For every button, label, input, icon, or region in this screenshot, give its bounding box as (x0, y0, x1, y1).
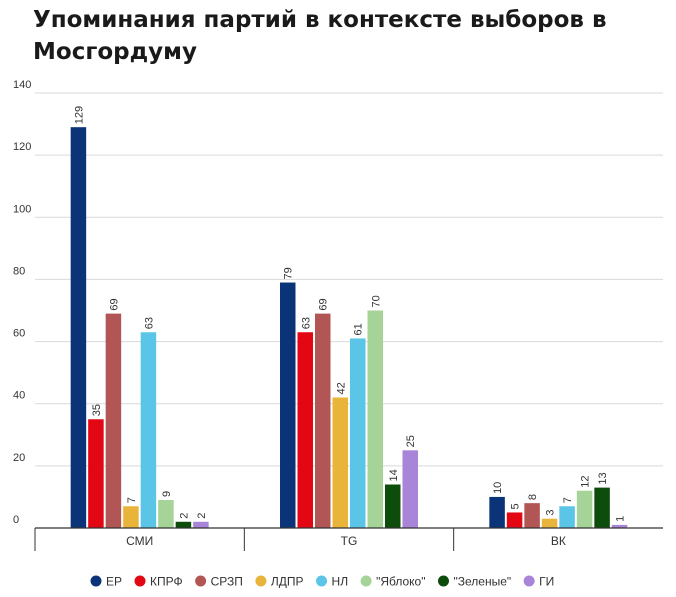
legend-label: НЛ (332, 575, 349, 589)
data-label: 42 (335, 382, 347, 394)
bar (489, 496, 505, 528)
data-label: 63 (300, 317, 312, 329)
data-label: 63 (143, 317, 155, 329)
legend-item: "Зеленые" (437, 575, 511, 589)
legend-item: ГИ (523, 575, 554, 589)
bar (70, 127, 87, 528)
bar (611, 524, 628, 528)
bar (576, 490, 593, 528)
bar (402, 450, 418, 528)
y-tick-label: 60 (13, 328, 25, 340)
legend-marker (195, 575, 207, 587)
y-tick-label: 80 (13, 265, 25, 277)
data-label: 5 (510, 503, 522, 509)
legend-item: СРЗП (195, 575, 243, 589)
bar (332, 397, 348, 528)
legend-label: СРЗП (211, 575, 243, 589)
legend-marker (360, 575, 372, 587)
data-label: 35 (91, 404, 103, 416)
bar (315, 313, 331, 528)
data-label: 61 (353, 323, 365, 335)
data-label: 69 (108, 298, 120, 310)
bar (559, 506, 575, 528)
bar (105, 313, 122, 528)
data-label: 129 (73, 106, 85, 124)
data-label: 9 (161, 491, 173, 497)
data-label: 1 (615, 516, 627, 522)
data-label: 12 (580, 475, 592, 487)
data-label: 7 (126, 497, 138, 503)
bar (175, 521, 192, 528)
legend-label: ЕР (106, 575, 122, 589)
bar (193, 521, 209, 528)
bar (541, 518, 558, 528)
data-label: 3 (545, 510, 557, 516)
x-tick-label: СМИ (126, 534, 153, 548)
data-label: 70 (370, 295, 382, 307)
bar (280, 282, 296, 528)
data-label: 7 (562, 497, 574, 503)
y-tick-label: 120 (13, 141, 31, 153)
bar (367, 310, 383, 528)
data-label: 2 (196, 513, 208, 519)
bars (70, 127, 628, 528)
data-label: 79 (283, 267, 295, 279)
bar (123, 506, 139, 528)
bar (594, 487, 610, 528)
y-tick-label: 20 (13, 452, 25, 464)
bar (140, 332, 157, 528)
data-label: 25 (405, 435, 417, 447)
data-label: 69 (318, 298, 330, 310)
bar (158, 500, 174, 528)
x-axis: СМИ TG ВК (34, 527, 663, 551)
legend-marker (90, 575, 102, 587)
data-label: 14 (388, 469, 400, 481)
y-tick-label: 140 (13, 79, 31, 91)
x-tick-label: ВК (551, 534, 566, 548)
legend-label: ГИ (539, 575, 554, 589)
legend-marker (255, 575, 267, 587)
legend: ЕР КПРФ СРЗП ЛДПР НЛ "Яблоко" "Зеленые" ГИ (90, 575, 554, 589)
legend-item: КПРФ (134, 575, 183, 589)
bar (506, 512, 523, 528)
y-tick-label: 100 (13, 203, 31, 215)
gridlines (35, 92, 663, 467)
data-label: 13 (597, 472, 609, 484)
bar (297, 332, 313, 528)
bar (385, 484, 401, 528)
bar (88, 419, 104, 528)
legend-item: НЛ (316, 575, 348, 589)
legend-marker (316, 575, 328, 587)
data-labels: 129 35 69 7 63 9 2 2 79 63 69 42 61 70 14 25 10 58 3 7 12 13 1 (73, 106, 626, 522)
data-label: 8 (527, 494, 539, 500)
data-label: 2 (178, 513, 190, 519)
y-axis-ticks: 0 20 40 60 80 100 120 140 (13, 79, 31, 526)
legend-label: КПРФ (150, 575, 183, 589)
legend-item: ЕР (90, 575, 122, 589)
legend-marker (134, 575, 146, 587)
legend-item: "Яблоко" (360, 575, 425, 589)
legend-marker (437, 575, 449, 587)
legend-item: ЛДПР (255, 575, 304, 589)
chart-title: Упоминания партий в контексте выборов в … (33, 7, 607, 65)
data-label: 10 (492, 482, 504, 494)
bar (350, 338, 366, 528)
legend-label: ЛДПР (271, 575, 304, 589)
y-tick-label: 0 (13, 514, 19, 526)
x-tick-label: TG (341, 534, 358, 548)
legend-marker (523, 575, 535, 587)
bar (524, 503, 540, 528)
y-tick-label: 40 (13, 390, 25, 402)
legend-label: "Яблоко" (376, 575, 425, 589)
legend-label: "Зеленые" (453, 575, 511, 589)
